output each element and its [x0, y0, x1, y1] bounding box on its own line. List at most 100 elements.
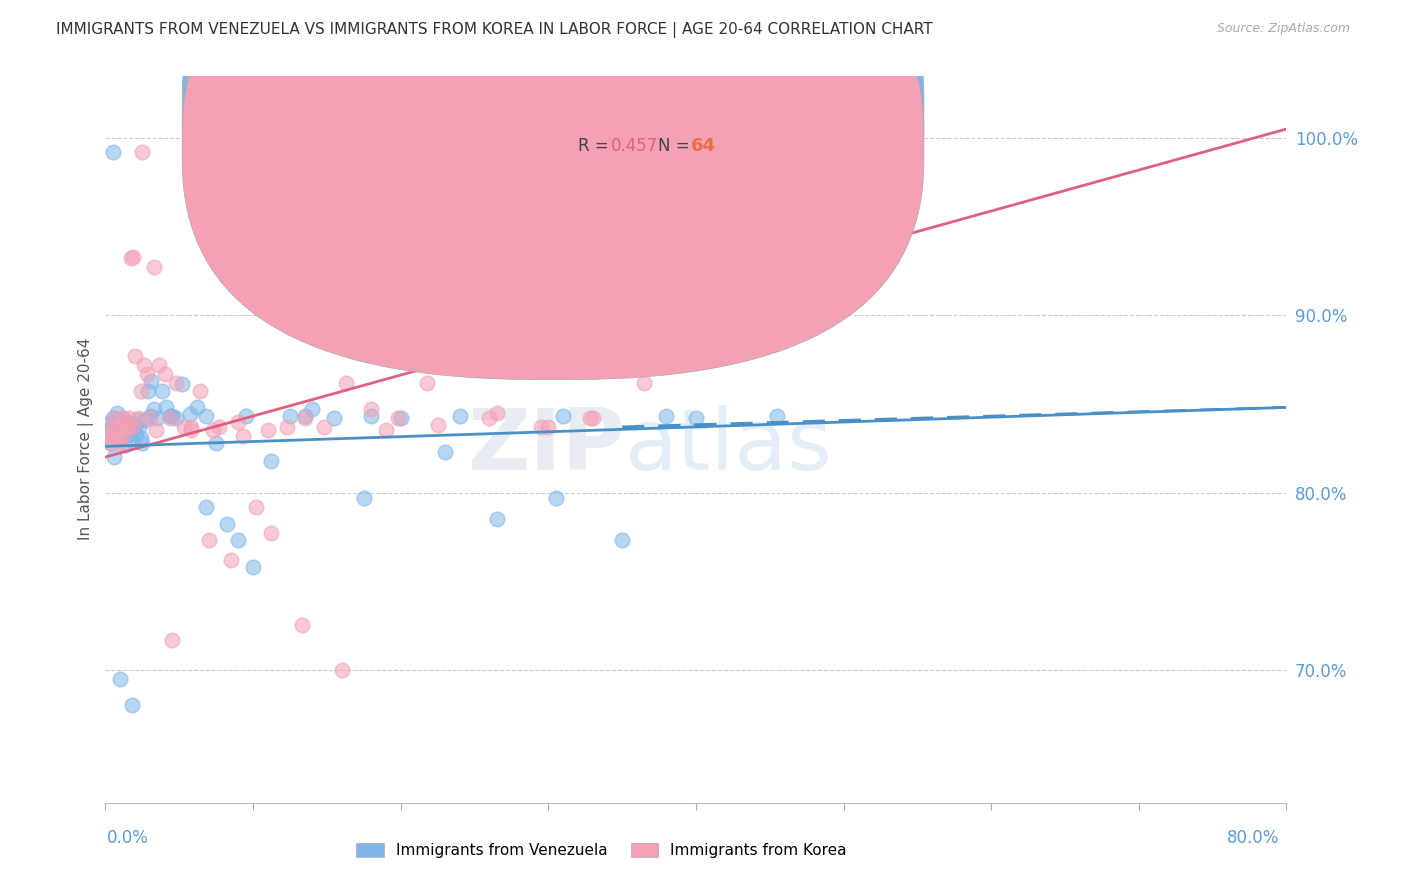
Point: [138, 409, 162, 424]
Text: N =: N =: [658, 100, 695, 119]
Text: 0.138: 0.138: [612, 100, 658, 119]
Point: [136, 384, 159, 399]
Point: [291, 618, 314, 632]
Point: [260, 526, 283, 541]
Point: [129, 431, 152, 445]
Point: [160, 409, 183, 424]
Point: [278, 409, 301, 424]
Point: [128, 420, 150, 434]
Point: [180, 424, 202, 438]
Point: [114, 418, 136, 433]
Point: [186, 401, 208, 415]
Point: [132, 358, 155, 372]
Point: [153, 367, 176, 381]
Point: [146, 411, 169, 425]
Point: [165, 411, 187, 425]
Point: [294, 411, 316, 425]
Point: [655, 409, 678, 424]
Point: [360, 402, 382, 417]
Point: [125, 427, 148, 442]
Text: R =: R =: [578, 100, 614, 119]
Point: [245, 500, 267, 514]
Point: [766, 409, 789, 424]
Point: [323, 411, 346, 425]
Text: N =: N =: [658, 136, 695, 154]
FancyBboxPatch shape: [183, 0, 924, 343]
Point: [150, 384, 173, 399]
Legend: Immigrants from Venezuela, Immigrants from Korea: Immigrants from Venezuela, Immigrants fr…: [350, 837, 853, 864]
Point: [312, 420, 335, 434]
Point: [449, 409, 471, 424]
Point: [165, 376, 187, 390]
Point: [117, 415, 139, 429]
Point: [107, 433, 129, 447]
Point: [194, 409, 217, 424]
Point: [416, 376, 439, 390]
Point: [115, 424, 138, 438]
Point: [111, 427, 134, 442]
Point: [118, 427, 141, 442]
Point: [530, 420, 553, 434]
Point: [97, 429, 120, 443]
Point: [121, 420, 143, 434]
Point: [131, 435, 153, 450]
Point: [426, 418, 449, 433]
Text: 80.0%: 80.0%: [1227, 830, 1279, 847]
Point: [145, 424, 167, 438]
Point: [111, 429, 134, 443]
Point: [208, 420, 231, 434]
Point: [578, 411, 600, 425]
Point: [180, 420, 202, 434]
Point: [141, 374, 163, 388]
Point: [179, 408, 201, 422]
Point: [335, 376, 357, 390]
Point: [260, 453, 283, 467]
Point: [159, 409, 181, 424]
Point: [120, 420, 142, 434]
Point: [110, 435, 132, 450]
Point: [353, 491, 375, 505]
Point: [235, 409, 257, 424]
Point: [100, 435, 122, 450]
Point: [226, 533, 250, 548]
Point: [127, 413, 149, 427]
Text: Source: ZipAtlas.com: Source: ZipAtlas.com: [1216, 22, 1350, 36]
Text: IMMIGRANTS FROM VENEZUELA VS IMMIGRANTS FROM KOREA IN LABOR FORCE | AGE 20-64 CO: IMMIGRANTS FROM VENEZUELA VS IMMIGRANTS …: [56, 22, 932, 38]
FancyBboxPatch shape: [519, 78, 808, 174]
Point: [105, 429, 128, 443]
Point: [101, 411, 124, 425]
Text: ZIP: ZIP: [467, 405, 626, 488]
Text: R =: R =: [578, 136, 614, 154]
Point: [173, 420, 195, 434]
Point: [188, 384, 211, 399]
Point: [134, 413, 156, 427]
Point: [194, 500, 217, 514]
Point: [449, 358, 471, 372]
Point: [118, 411, 141, 425]
Point: [104, 418, 127, 433]
Point: [107, 420, 129, 434]
Point: [103, 411, 125, 425]
Text: 65: 65: [692, 100, 716, 119]
Point: [129, 384, 152, 399]
Point: [114, 437, 136, 451]
Point: [215, 517, 238, 532]
Point: [124, 349, 146, 363]
Point: [143, 402, 166, 417]
Point: [610, 533, 633, 548]
Point: [374, 424, 398, 438]
Point: [122, 250, 145, 264]
Point: [202, 424, 225, 438]
Text: 0.457: 0.457: [612, 136, 658, 154]
Point: [172, 377, 194, 392]
Point: [537, 420, 560, 434]
Point: [105, 406, 128, 420]
Point: [101, 429, 124, 443]
Point: [685, 411, 707, 425]
Point: [127, 411, 149, 425]
Point: [120, 252, 142, 266]
Point: [138, 411, 162, 425]
Point: [117, 420, 139, 434]
Point: [110, 418, 132, 433]
Point: [159, 411, 181, 425]
